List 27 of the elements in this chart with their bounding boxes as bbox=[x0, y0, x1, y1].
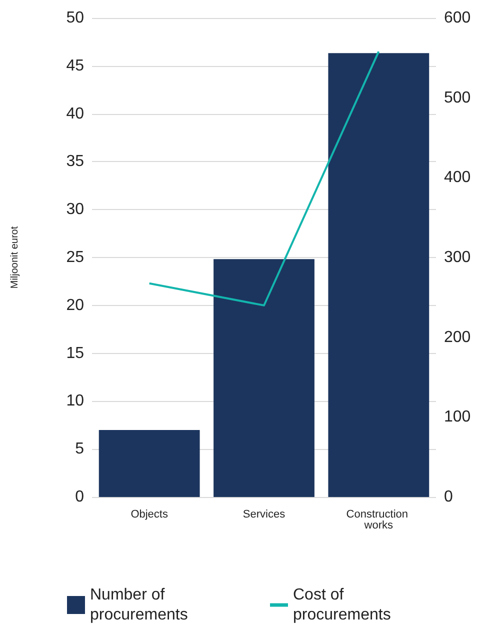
y2-tick-label: 500 bbox=[444, 89, 471, 106]
y-tick-label: 35 bbox=[66, 153, 84, 170]
y2-tick-label: 400 bbox=[444, 169, 471, 186]
x-tick-label: Construction works bbox=[346, 508, 412, 532]
y-tick-label: 40 bbox=[66, 105, 84, 122]
y-tick-label: 45 bbox=[66, 57, 84, 74]
y2-tick-label: 200 bbox=[444, 328, 471, 346]
y2-tick-label: 0 bbox=[444, 488, 453, 506]
y-tick-label: 10 bbox=[66, 392, 84, 410]
y-tick-label: 30 bbox=[66, 201, 84, 218]
y-tick-label: 50 bbox=[66, 10, 84, 26]
bar bbox=[328, 53, 430, 497]
y-tick-label: 0 bbox=[75, 488, 84, 506]
y2-tick-label: 100 bbox=[444, 408, 471, 426]
y2-tick-label: 600 bbox=[444, 10, 471, 26]
bar bbox=[98, 430, 200, 497]
y2-tick-label: 300 bbox=[444, 249, 471, 266]
y-tick-label: 15 bbox=[66, 344, 84, 362]
x-tick-label: Services bbox=[242, 508, 286, 520]
x-tick-label: Objects bbox=[130, 508, 168, 520]
legend-label: Cost of procurements bbox=[293, 586, 391, 624]
y-axis-title: Miljoonit eurot bbox=[10, 226, 20, 289]
y-tick-label: 20 bbox=[66, 296, 84, 314]
y-tick-label: 5 bbox=[75, 440, 84, 458]
bar bbox=[214, 259, 314, 497]
y-tick-label: 25 bbox=[66, 249, 84, 266]
legend-label: Number of procurements bbox=[90, 586, 188, 624]
